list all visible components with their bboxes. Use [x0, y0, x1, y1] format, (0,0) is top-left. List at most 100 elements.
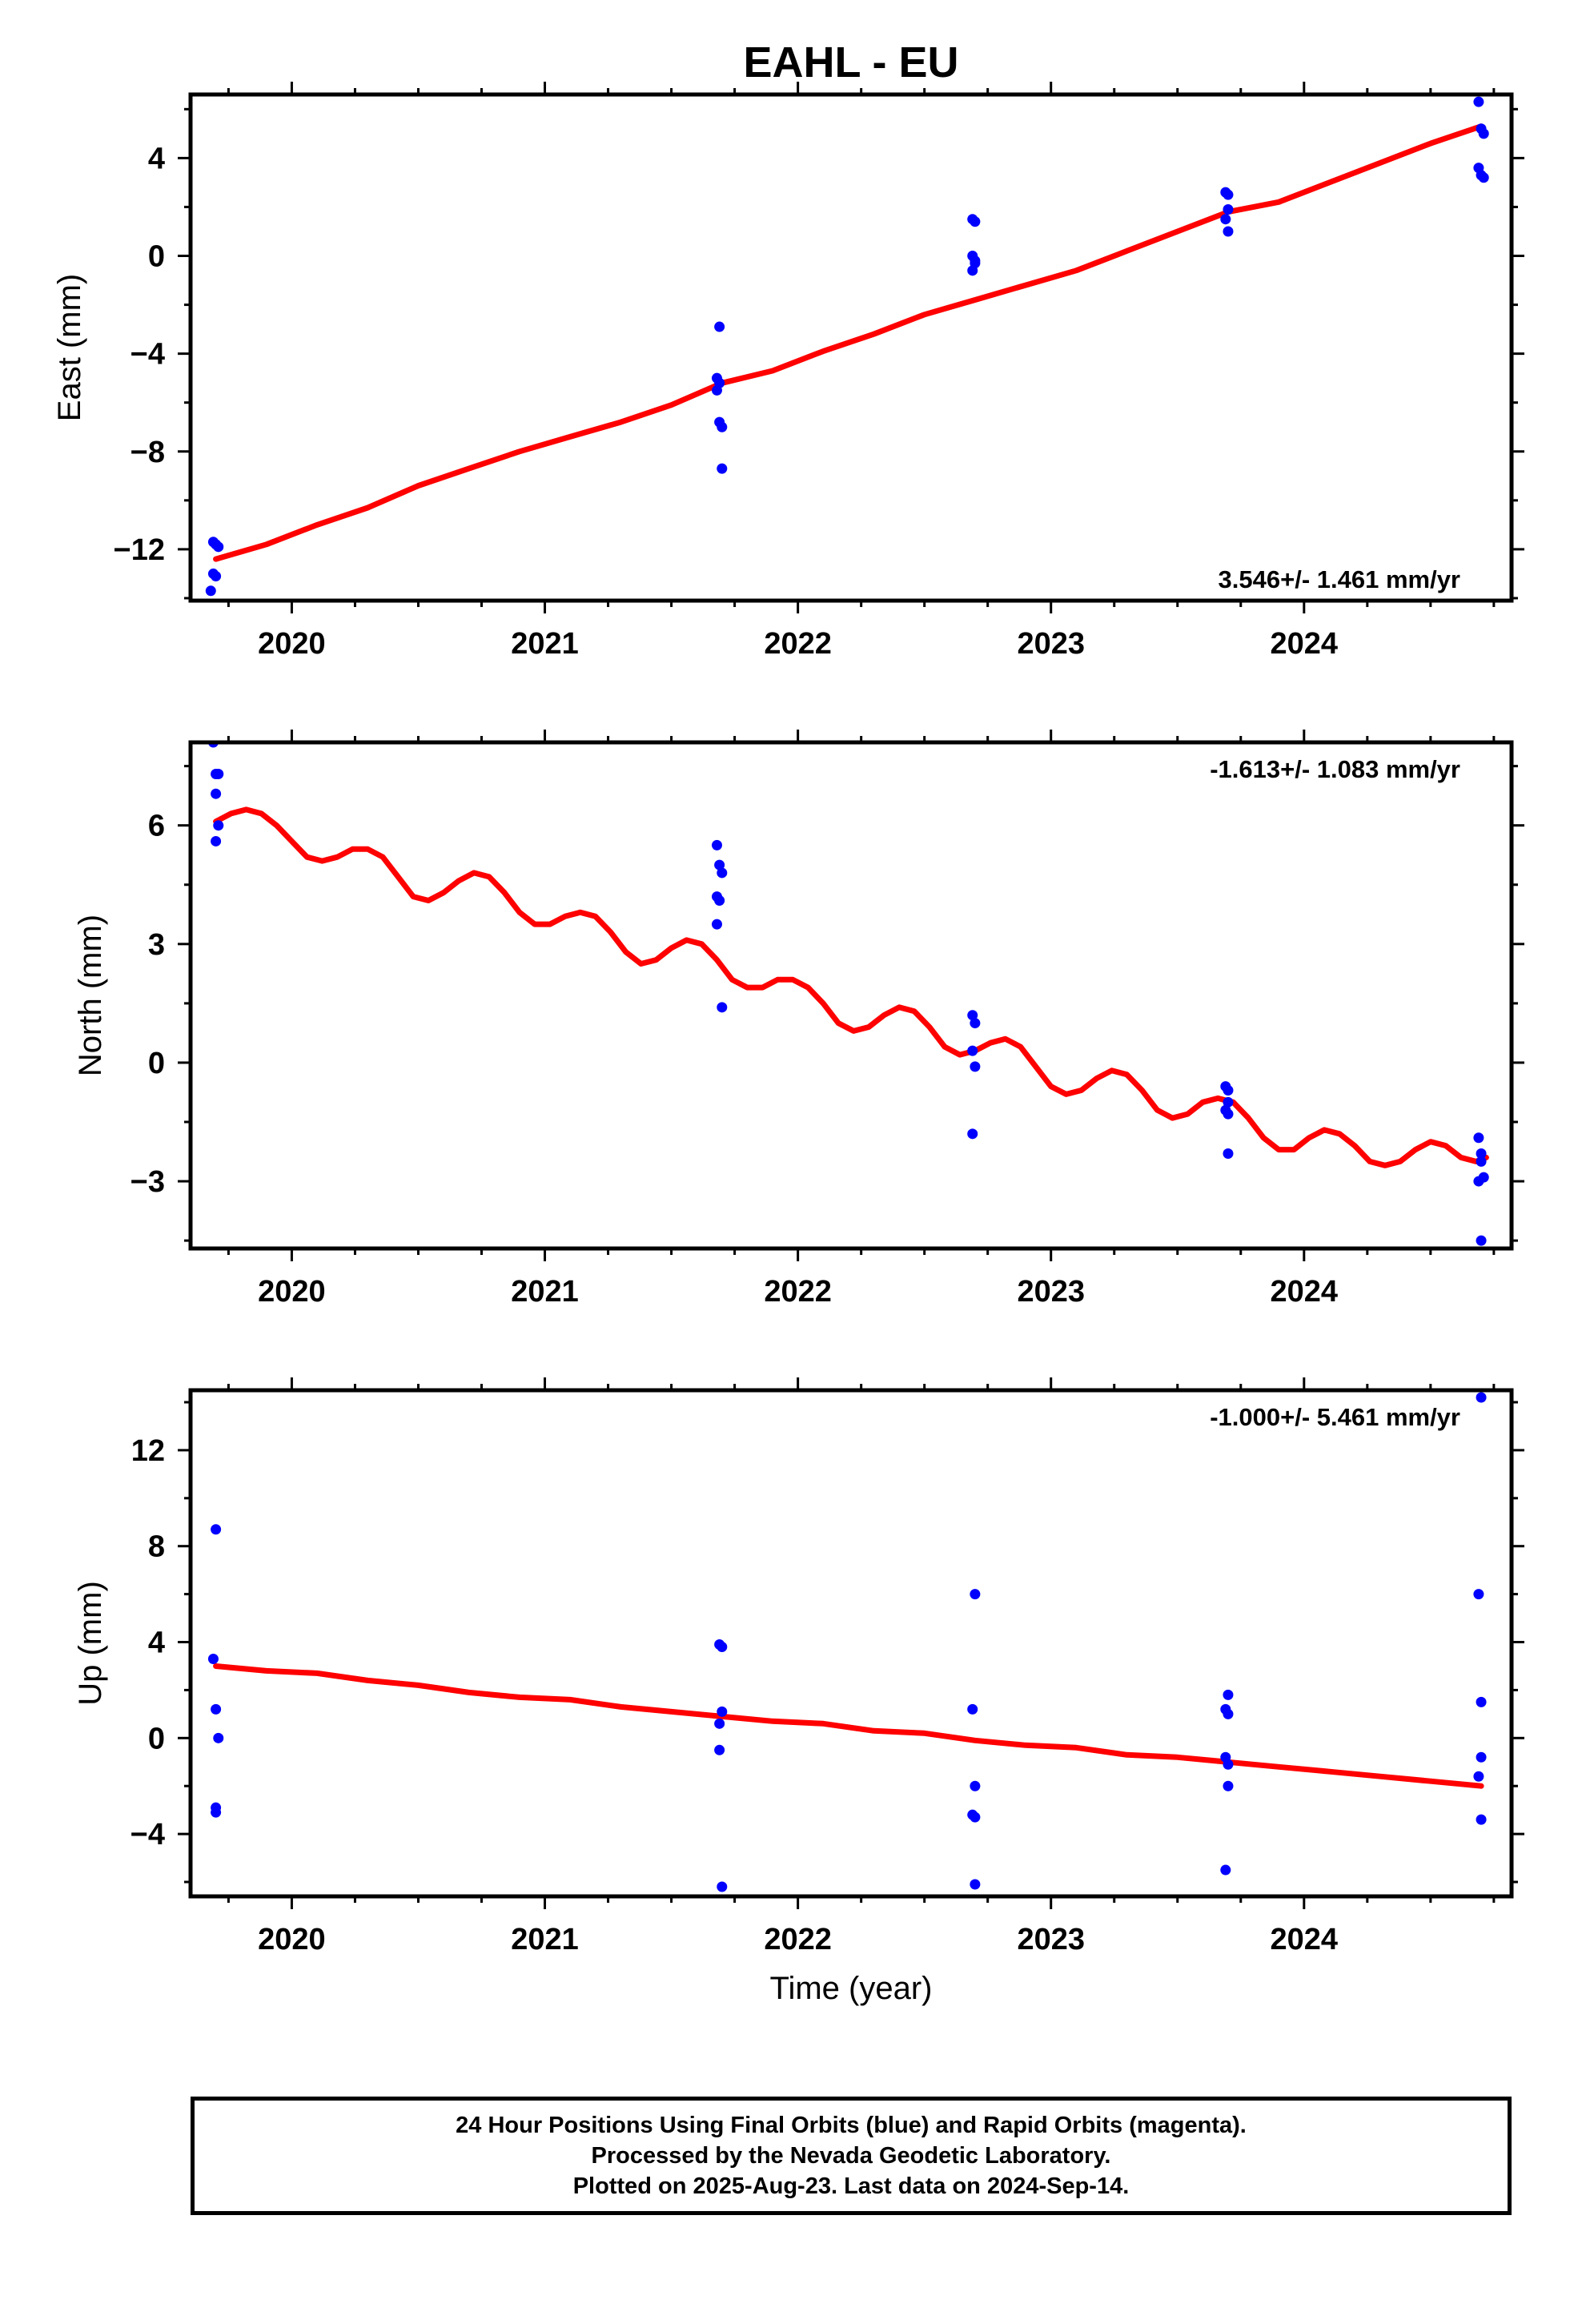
data-point — [717, 421, 728, 432]
x-axis-label: Time (year) — [770, 1971, 933, 2006]
y-tick-label: 6 — [148, 810, 165, 843]
data-point — [1223, 1096, 1234, 1108]
data-point — [1223, 1689, 1234, 1700]
data-point — [1223, 1148, 1234, 1159]
model-fit-line — [213, 806, 1489, 1168]
x-tick-label: 2022 — [764, 627, 832, 661]
rate-label: 3.546+/- 1.461 mm/yr — [1219, 565, 1460, 593]
panel-frame — [188, 92, 1514, 603]
data-point — [1478, 128, 1489, 139]
plot-area — [207, 742, 1489, 1246]
data-point — [714, 1718, 725, 1729]
data-point — [967, 1045, 978, 1056]
data-point — [1476, 1235, 1487, 1246]
model-fit-line — [213, 1663, 1484, 1789]
y-tick-label: 4 — [148, 142, 165, 175]
panel-frame — [188, 1388, 1514, 1899]
x-tick-label: 2021 — [511, 1923, 579, 1956]
data-point — [1473, 1771, 1484, 1782]
data-point — [717, 463, 728, 474]
panel-east: 2020 2021 2022 2023 2024 −12 −8 −4 0 4 East (mm) 3.… — [52, 82, 1524, 661]
y-tick-label: 0 — [148, 1722, 165, 1755]
rate-label: -1.000+/- 5.461 mm/yr — [1210, 1403, 1460, 1431]
data-point — [1223, 1108, 1234, 1120]
panel-up: 2020 2021 2022 2023 2024 −4 0 4 8 12 Up (mm) Time (… — [73, 1377, 1524, 2006]
y-axis-label: Up (mm) — [73, 1581, 108, 1706]
data-point — [967, 1703, 978, 1715]
y-tick-label: 8 — [148, 1530, 165, 1564]
data-point — [967, 265, 978, 276]
data-point — [1478, 172, 1489, 183]
y-axis-label: North (mm) — [73, 915, 108, 1076]
x-tick-label: 2021 — [511, 1275, 579, 1309]
data-point — [211, 788, 222, 799]
data-point — [211, 835, 222, 846]
data-point — [1223, 1085, 1234, 1096]
panel-frame — [188, 740, 1514, 1251]
data-point — [1223, 226, 1234, 237]
data-point — [714, 859, 725, 870]
data-point — [1473, 1132, 1484, 1144]
plot-area — [205, 96, 1489, 597]
data-point — [213, 1732, 224, 1743]
data-point — [213, 541, 224, 553]
data-point — [711, 919, 722, 930]
model-fit-line — [213, 123, 1484, 562]
data-point — [714, 895, 725, 906]
caption-box: 24 Hour Positions Using Final Orbits (bl… — [191, 2097, 1512, 2215]
data-point — [1223, 189, 1234, 200]
data-point — [213, 820, 224, 831]
data-point — [970, 1780, 981, 1791]
data-point — [211, 1807, 222, 1818]
data-point — [1223, 1708, 1234, 1719]
rate-label: -1.613+/- 1.083 mm/yr — [1210, 755, 1460, 783]
data-point — [1476, 1814, 1487, 1825]
data-point — [205, 585, 216, 597]
caption-line-1: 24 Hour Positions Using Final Orbits (bl… — [456, 2113, 1247, 2138]
data-point — [211, 570, 222, 581]
y-tick-label: 3 — [148, 928, 165, 962]
y-tick-label: −4 — [130, 1818, 165, 1852]
y-tick-label: −8 — [130, 436, 165, 469]
data-point — [1473, 1589, 1484, 1600]
data-point — [1476, 1148, 1487, 1159]
data-point — [970, 1879, 981, 1890]
caption-line-2: Processed by the Nevada Geodetic Laborat… — [591, 2143, 1111, 2169]
data-point — [970, 1018, 981, 1029]
data-point — [970, 1811, 981, 1823]
data-point — [711, 384, 722, 396]
y-tick-label: 12 — [131, 1434, 165, 1468]
data-point — [1476, 1156, 1487, 1167]
x-tick-label: 2023 — [1017, 1923, 1085, 1956]
y-tick-label: −3 — [130, 1165, 165, 1199]
position-timeseries-figure: EAHL - EU 2020 2021 2022 2023 2024 −12 −8 −4 0 4 E… — [52, 38, 1524, 2006]
y-tick-label: 0 — [148, 240, 165, 274]
data-point — [1476, 1696, 1487, 1707]
y-tick-label: 0 — [148, 1047, 165, 1080]
x-tick-label: 2024 — [1271, 1275, 1339, 1309]
x-tick-label: 2022 — [764, 1923, 832, 1956]
data-point — [717, 1641, 728, 1652]
figure-title: EAHL - EU — [743, 38, 958, 86]
data-point — [717, 1881, 728, 1892]
data-point — [970, 255, 981, 267]
x-tick-label: 2023 — [1017, 1275, 1085, 1309]
panel-north: 2020 2021 2022 2023 2024 −3 0 3 6 North (mm) -1.61… — [73, 730, 1524, 1309]
data-point — [1220, 214, 1231, 225]
data-point — [211, 1524, 222, 1535]
data-point — [1223, 1759, 1234, 1770]
data-point — [207, 1653, 219, 1664]
x-tick-label: 2023 — [1017, 627, 1085, 661]
data-point — [211, 1703, 222, 1715]
data-point — [967, 1010, 978, 1021]
data-point — [970, 1061, 981, 1072]
data-point — [1220, 1864, 1231, 1876]
data-point — [967, 1128, 978, 1140]
panels: 2020 2021 2022 2023 2024 −12 −8 −4 0 4 East (mm) 3.… — [52, 82, 1524, 2006]
data-point — [711, 839, 722, 850]
data-point — [714, 1744, 725, 1755]
data-point — [213, 769, 224, 779]
data-point — [714, 321, 725, 332]
x-tick-label: 2020 — [258, 1923, 326, 1956]
plot-area — [207, 1392, 1487, 1892]
